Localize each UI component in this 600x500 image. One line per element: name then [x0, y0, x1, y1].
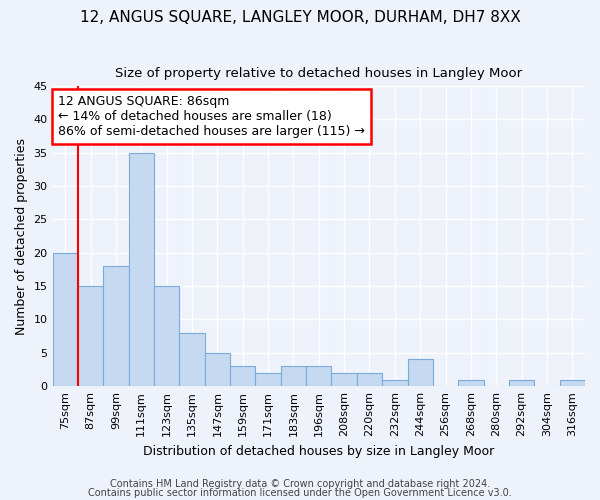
Bar	[103, 266, 128, 386]
Bar	[357, 373, 382, 386]
Bar	[509, 380, 534, 386]
Y-axis label: Number of detached properties: Number of detached properties	[15, 138, 28, 334]
Bar	[78, 286, 103, 386]
Title: Size of property relative to detached houses in Langley Moor: Size of property relative to detached ho…	[115, 68, 523, 80]
X-axis label: Distribution of detached houses by size in Langley Moor: Distribution of detached houses by size …	[143, 444, 494, 458]
Bar	[382, 380, 407, 386]
Bar	[128, 152, 154, 386]
Bar	[256, 373, 281, 386]
Text: Contains public sector information licensed under the Open Government Licence v3: Contains public sector information licen…	[88, 488, 512, 498]
Bar	[407, 360, 433, 386]
Bar	[331, 373, 357, 386]
Text: 12, ANGUS SQUARE, LANGLEY MOOR, DURHAM, DH7 8XX: 12, ANGUS SQUARE, LANGLEY MOOR, DURHAM, …	[80, 10, 520, 25]
Bar	[281, 366, 306, 386]
Bar	[230, 366, 256, 386]
Bar	[53, 252, 78, 386]
Text: Contains HM Land Registry data © Crown copyright and database right 2024.: Contains HM Land Registry data © Crown c…	[110, 479, 490, 489]
Bar	[560, 380, 585, 386]
Bar	[179, 333, 205, 386]
Text: 12 ANGUS SQUARE: 86sqm
← 14% of detached houses are smaller (18)
86% of semi-det: 12 ANGUS SQUARE: 86sqm ← 14% of detached…	[58, 95, 365, 138]
Bar	[154, 286, 179, 386]
Bar	[205, 353, 230, 386]
Bar	[458, 380, 484, 386]
Bar	[306, 366, 331, 386]
